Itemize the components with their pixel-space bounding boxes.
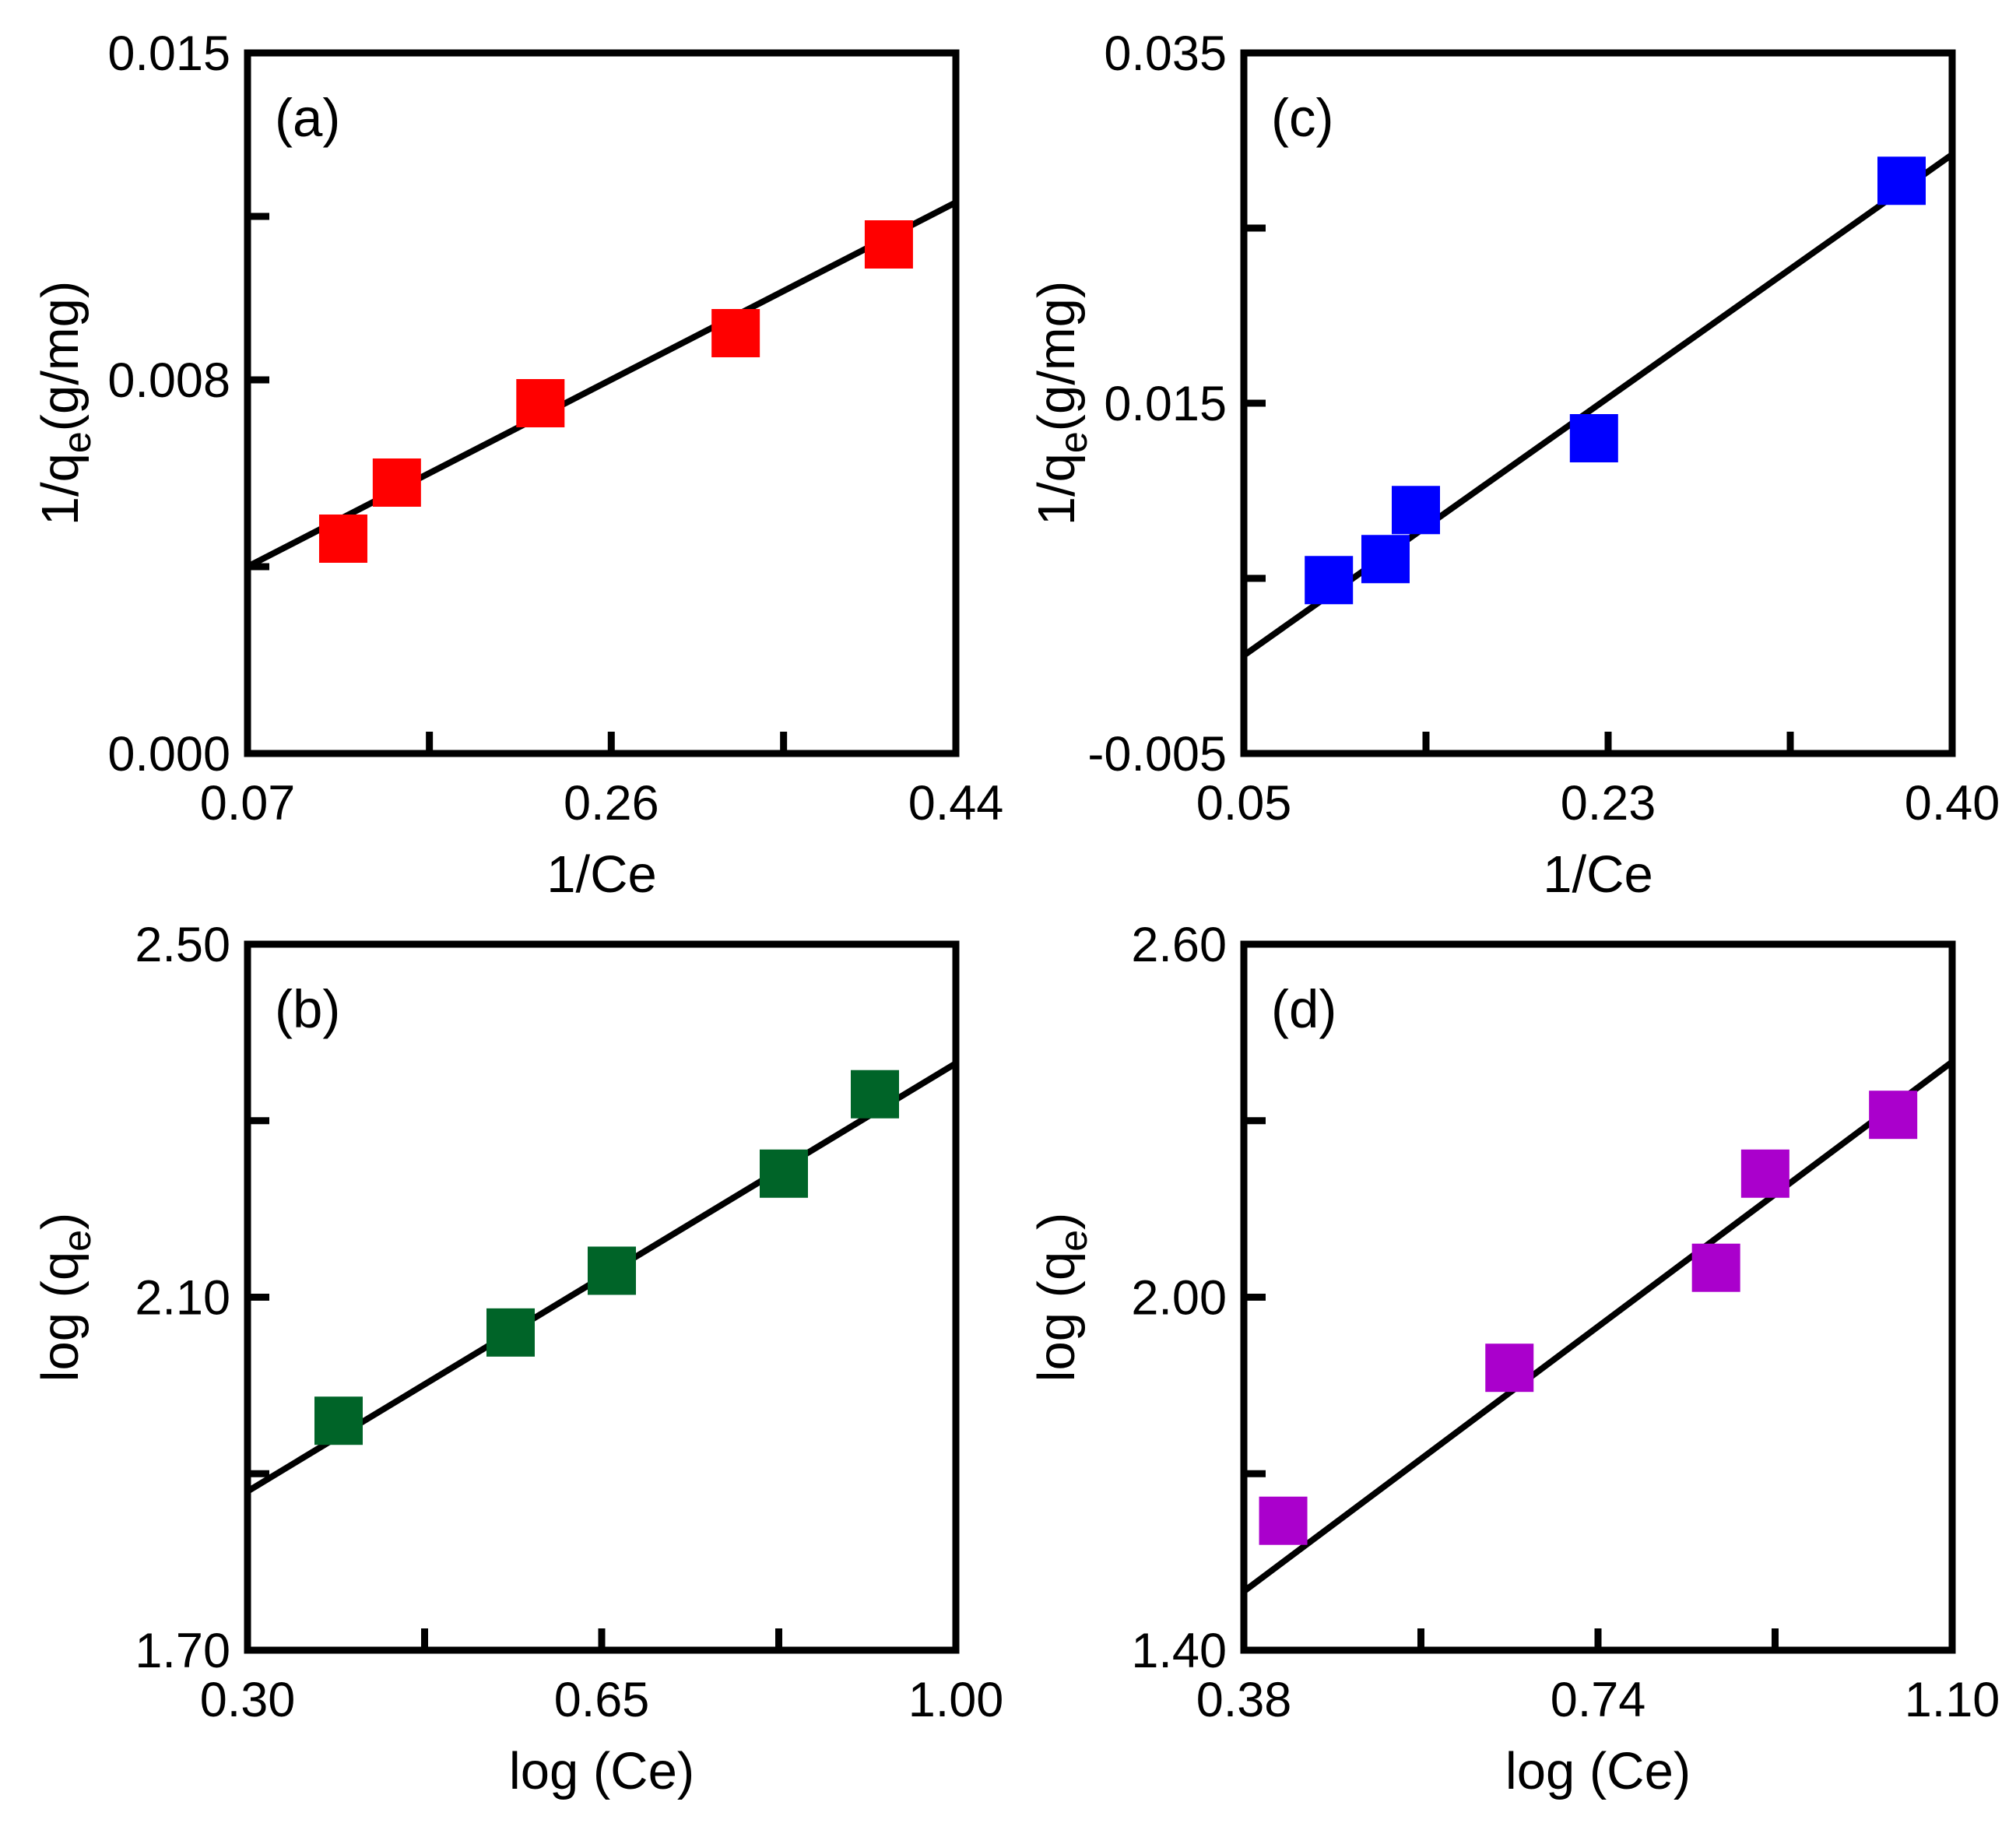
x-tick-label: 1.00: [908, 1673, 1004, 1727]
y-axis-label-subscript: e: [55, 1230, 99, 1252]
y-axis-label-unit: (g/mg): [31, 281, 90, 432]
y-tick-label: 1.40: [1131, 1624, 1227, 1678]
x-tick-label: 0.05: [1196, 776, 1292, 831]
y-tick-label: -0.005: [1087, 727, 1227, 782]
y-axis-label-main: 1/q: [1027, 453, 1086, 525]
data-point: [1691, 1243, 1740, 1292]
data-point: [1361, 535, 1410, 584]
y-axis-label-subscript: e: [1052, 1230, 1095, 1252]
y-tick-label: 2.60: [1131, 918, 1227, 972]
data-point: [1740, 1149, 1789, 1198]
panel-label: (d): [1271, 979, 1336, 1039]
panel-label: (c): [1271, 88, 1333, 148]
x-tick-label: 0.40: [1905, 776, 2000, 831]
x-tick-label: 1.10: [1905, 1673, 2000, 1727]
y-axis-label-unit: ): [31, 1213, 90, 1230]
data-point: [851, 1070, 899, 1119]
y-axis-label: log (qe): [1027, 1213, 1095, 1382]
data-point: [1569, 414, 1618, 462]
x-tick-label: 0.44: [908, 776, 1004, 831]
panel-d: 0.38 0.74 1.10 1.40 2.00 2.60 log (Ce) log (qe)…: [1027, 918, 2000, 1800]
x-tick-label: 0.65: [554, 1673, 650, 1727]
data-point: [864, 220, 913, 269]
y-tick-label: 0.008: [107, 353, 230, 408]
y-tick-label: 0.000: [107, 727, 230, 782]
y-tick-label: 2.00: [1131, 1271, 1227, 1326]
y-tick-label: 2.10: [135, 1271, 230, 1326]
y-tick-label: 1.70: [135, 1624, 230, 1678]
y-axis-label-main: 1/q: [31, 453, 90, 525]
fit-line: [248, 199, 956, 570]
y-axis-label: 1/qe(g/mg): [31, 281, 99, 526]
panel-label: (a): [275, 88, 340, 148]
axis-frame: [244, 940, 960, 1654]
data-point: [1305, 556, 1354, 605]
x-axis-label: log (Ce): [509, 1742, 694, 1800]
x-axis-label: log (Ce): [1505, 1742, 1691, 1800]
x-axis-label: 1/Ce: [546, 845, 657, 904]
y-tick-label: 2.50: [135, 918, 230, 972]
y-axis-label: 1/qe(g/mg): [1027, 281, 1095, 526]
y-axis-label: log (qe): [31, 1213, 99, 1382]
data-point: [314, 1396, 363, 1445]
data-point: [1259, 1496, 1308, 1545]
x-tick-label: 0.74: [1551, 1673, 1646, 1727]
data-point: [588, 1246, 636, 1295]
y-axis-label-main: log (q: [31, 1252, 90, 1382]
y-axis-label-subscript: e: [1052, 431, 1095, 453]
axis-frame: [1240, 940, 1956, 1654]
data-point: [1877, 156, 1926, 205]
data-point: [318, 515, 367, 563]
x-tick-label: 0.07: [200, 776, 296, 831]
y-axis-label-main: log (q: [1027, 1252, 1086, 1382]
data-point: [1392, 486, 1440, 535]
data-point: [372, 458, 421, 507]
y-tick-label: 0.035: [1104, 26, 1227, 81]
x-tick-label: 0.38: [1196, 1673, 1292, 1727]
data-point: [516, 379, 565, 427]
y-tick-label: 0.015: [107, 26, 230, 81]
data-point: [711, 309, 760, 357]
panel-b: 0.30 0.65 1.00 1.70 2.10 2.50 log (Ce) log (qe)…: [31, 918, 1003, 1800]
panel-c: 0.05 0.23 0.40 -0.005 0.015 0.035 1/Ce 1/qe(g/m…: [1027, 26, 2000, 904]
x-tick-label: 0.30: [200, 1673, 296, 1727]
data-point: [1485, 1344, 1534, 1393]
x-axis-label: 1/Ce: [1543, 845, 1653, 904]
y-tick-label: 0.015: [1104, 377, 1227, 431]
x-tick-label: 0.23: [1561, 776, 1656, 831]
y-axis-label-unit: ): [1027, 1213, 1086, 1230]
panel-a: 0.07 0.26 0.44 0.000 0.008 0.015 1/Ce 1/qe(g/mg…: [31, 26, 1003, 904]
x-tick-label: 0.26: [564, 776, 659, 831]
axis-frame: [244, 49, 960, 757]
panel-label: (b): [275, 979, 340, 1039]
data-point: [760, 1149, 808, 1198]
y-axis-label-subscript: e: [55, 431, 99, 453]
data-point: [1869, 1091, 1918, 1140]
y-axis-label-unit: (g/mg): [1027, 281, 1086, 432]
fit-line: [1244, 1059, 1952, 1594]
data-point: [486, 1308, 535, 1357]
